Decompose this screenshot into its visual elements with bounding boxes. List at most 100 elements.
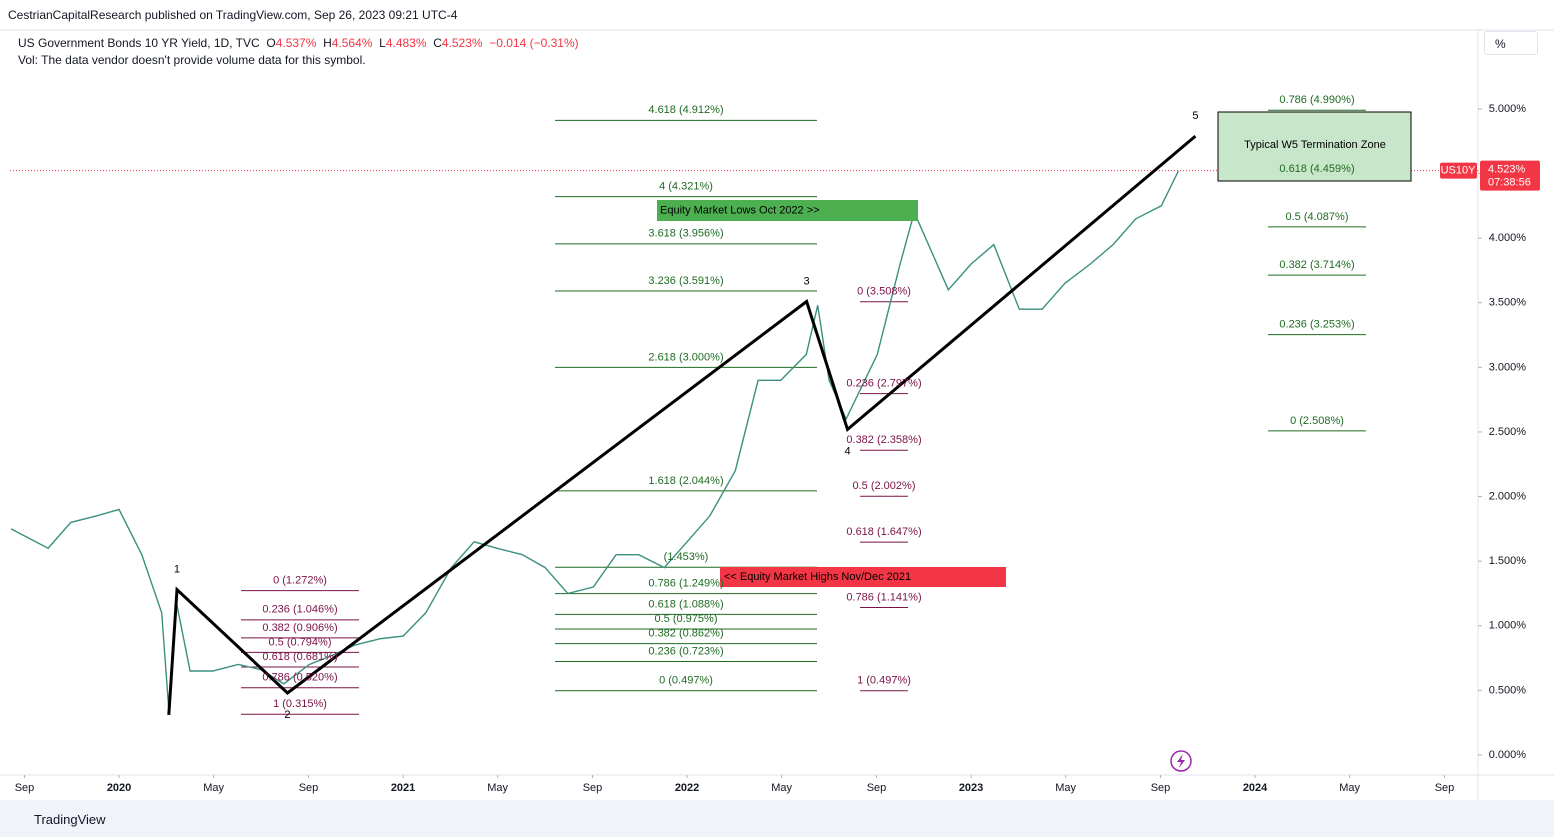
fib-label: 0.618 (0.681%) <box>262 651 337 663</box>
fib-label: 0.786 (4.990%) <box>1279 94 1354 106</box>
y-tick-label: 3.500% <box>1489 297 1527 309</box>
y-tick-label: 1.500% <box>1489 555 1527 567</box>
wave-label: 5 <box>1192 110 1198 122</box>
fib-label: 3.618 (3.956%) <box>648 228 723 240</box>
x-tick-label: May <box>1055 782 1076 794</box>
fib-label: 4 (4.321%) <box>659 181 713 193</box>
fib-label: 0 (3.508%) <box>857 286 911 298</box>
fib-label: 3.236 (3.591%) <box>648 275 723 287</box>
annotation-text: << Equity Market Highs Nov/Dec 2021 <box>724 571 911 583</box>
fib-label: 1 (0.315%) <box>273 698 327 710</box>
replay-icon[interactable] <box>1170 750 1192 772</box>
y-tick-label: 2.000% <box>1489 490 1527 502</box>
legend: US Government Bonds 10 YR Yield, 1D, TVC… <box>18 35 579 69</box>
fib-label: 0.5 (2.002%) <box>853 480 916 492</box>
fib-label: 0.382 (0.906%) <box>262 622 337 634</box>
fib-label: 1.618 (2.044%) <box>648 475 723 487</box>
fib-label: 0.236 (0.723%) <box>648 645 723 657</box>
fib-label: 2.618 (3.000%) <box>648 351 723 363</box>
y-tick-label: 5.000% <box>1489 103 1527 115</box>
fib-label: 0 (1.272%) <box>273 575 327 587</box>
annotation-box <box>1217 111 1412 182</box>
ohlc-label: C <box>433 36 442 50</box>
icon-bolt <box>1177 754 1185 768</box>
fib-label: 0.236 (3.253%) <box>1279 319 1354 331</box>
x-tick-label: 2023 <box>959 782 983 794</box>
x-tick-label: Sep <box>299 782 319 794</box>
x-tick-label: May <box>487 782 508 794</box>
ohlc-value: 4.523% <box>441 36 483 50</box>
fib-label: 0.5 (0.975%) <box>655 613 718 625</box>
legend-row: US Government Bonds 10 YR Yield, 1D, TVC… <box>18 35 579 52</box>
annotation-text: Typical W5 Termination Zone <box>1244 139 1386 151</box>
fib-label: (1.453%) <box>664 551 709 563</box>
x-tick-label: 2022 <box>675 782 699 794</box>
fib-label: 4.618 (4.912%) <box>648 104 723 116</box>
ohlc-value: 4.537% <box>275 36 317 50</box>
publish-info: CestrianCapitalResearch published on Tra… <box>8 8 458 22</box>
x-tick-label: Sep <box>1435 782 1455 794</box>
y-tick-label: 2.500% <box>1489 426 1527 438</box>
annotation-box <box>720 567 1006 587</box>
ohlc-label: H <box>323 36 332 50</box>
ohlc-label: L <box>379 36 386 50</box>
fib-label: 0.618 (1.088%) <box>648 598 723 610</box>
brand[interactable]: TradingView <box>34 812 106 827</box>
x-tick-label: May <box>203 782 224 794</box>
fib-label: 0.236 (2.797%) <box>846 377 921 389</box>
wave-label: 2 <box>284 709 290 721</box>
fib-label: 0.786 (0.520%) <box>262 672 337 684</box>
x-tick-label: 2021 <box>391 782 415 794</box>
annotation-text: Equity Market Lows Oct 2022 >> <box>660 204 820 216</box>
fib-label: 1 (0.497%) <box>857 675 911 687</box>
wave-label: 3 <box>804 275 810 287</box>
icon-circle <box>1170 750 1192 772</box>
x-tick-label: 2024 <box>1243 782 1268 794</box>
fib-label: 0.618 (4.459%) <box>1279 163 1354 175</box>
price-tag-value: 4.523% <box>1488 163 1526 175</box>
wave-label: 4 <box>844 445 850 457</box>
footer: TradingView <box>0 800 1554 837</box>
y-tick-label: 1.000% <box>1489 620 1527 632</box>
x-tick-label: Sep <box>1151 782 1171 794</box>
fib-label: 0.382 (3.714%) <box>1279 259 1354 271</box>
y-tick-label: 4.000% <box>1489 232 1527 244</box>
change: −0.014 (−0.31%) <box>489 36 579 50</box>
fib-label: 0.786 (1.249%) <box>648 578 723 590</box>
volume-note: Vol: The data vendor doesn't provide vol… <box>18 53 366 67</box>
x-tick-label: May <box>771 782 792 794</box>
symbol[interactable]: US Government Bonds 10 YR Yield, 1D, TVC <box>18 36 260 50</box>
fib-label: 0 (0.497%) <box>659 675 713 687</box>
fib-label: 0.618 (1.647%) <box>846 526 921 538</box>
fib-label: 0 (2.508%) <box>1290 415 1344 427</box>
price-tag <box>1480 160 1540 191</box>
ohlc-value: 4.483% <box>385 36 427 50</box>
x-tick-label: Sep <box>583 782 603 794</box>
x-tick-label: 2020 <box>107 782 131 794</box>
y-tick-label: 3.000% <box>1489 361 1527 373</box>
fib-label: 0.5 (0.794%) <box>269 636 332 648</box>
wave-label: 1 <box>174 563 180 575</box>
y-tick-label: 0.500% <box>1489 684 1527 696</box>
wave-line <box>167 134 1197 715</box>
ohlc-value: 4.564% <box>331 36 373 50</box>
price-line <box>10 170 1180 710</box>
x-tick-label: Sep <box>15 782 35 794</box>
fib-label: 0.382 (0.862%) <box>648 628 723 640</box>
annotation-box <box>657 200 918 221</box>
x-tick-label: Sep <box>867 782 887 794</box>
fib-label: 0.382 (2.358%) <box>846 434 921 446</box>
scale-button[interactable]: % <box>1484 31 1538 55</box>
symbol-tag <box>1440 162 1477 179</box>
fib-label: 0.5 (4.087%) <box>1286 211 1349 223</box>
fib-label: 0.786 (1.141%) <box>846 591 921 603</box>
y-tick-label: 0.000% <box>1489 749 1527 761</box>
ohlc-label: O <box>266 36 276 50</box>
x-tick-label: May <box>1339 782 1360 794</box>
publish-bar: CestrianCapitalResearch published on Tra… <box>0 0 1554 30</box>
fib-label: 0.236 (1.046%) <box>262 604 337 616</box>
price-tag-countdown: 07:38:56 <box>1488 176 1531 188</box>
symbol-tag-text: US10Y <box>1441 164 1477 176</box>
